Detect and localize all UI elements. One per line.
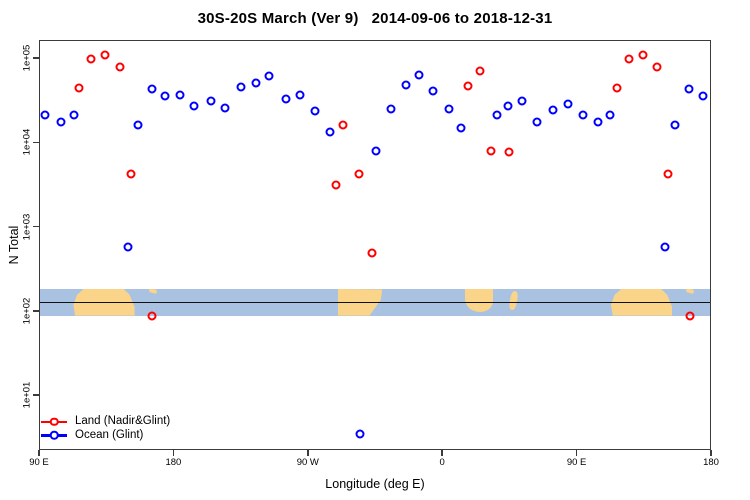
legend-entry-land: Land (Nadir&Glint) xyxy=(41,415,170,429)
x-tick-label: 180 xyxy=(703,457,719,468)
y-tick-label: 1e+03 xyxy=(21,213,33,240)
legend: Land (Nadir&Glint) Ocean (Glint) xyxy=(41,415,170,442)
land-open-circle-marker-icon xyxy=(41,417,67,427)
x-tick xyxy=(172,450,175,456)
chart-title: 30S-20S March (Ver 9) 2014-09-06 to 2018… xyxy=(197,10,553,27)
ocean-open-circle-marker-icon xyxy=(41,430,67,440)
x-tick-label: 90 E xyxy=(566,457,587,468)
x-tick xyxy=(441,450,443,456)
y-tick xyxy=(33,57,39,59)
x-tick xyxy=(710,450,712,456)
map-strip-latitude-line xyxy=(40,301,710,303)
y-tick xyxy=(33,225,39,228)
x-tick-label: 90 E xyxy=(29,457,49,468)
y-tick-label: 1e+02 xyxy=(21,297,33,325)
y-tick xyxy=(33,394,39,396)
legend-label-ocean: Ocean (Glint) xyxy=(75,428,144,441)
x-tick xyxy=(307,450,309,456)
y-tick xyxy=(33,310,39,312)
y-tick-label: 1e+05 xyxy=(21,44,33,72)
x-axis-title: Longitude (deg E) xyxy=(325,477,425,491)
x-tick xyxy=(38,450,40,456)
legend-label-land: Land (Nadir&Glint) xyxy=(75,415,171,428)
y-tick-label: 1e+01 xyxy=(21,381,33,409)
legend-entry-ocean: Ocean (Glint) xyxy=(41,429,170,443)
y-tick-label: 1e+04 xyxy=(21,128,33,156)
x-tick-label: 180 xyxy=(165,457,182,468)
y-tick xyxy=(33,141,39,144)
x-tick xyxy=(575,450,578,456)
x-tick-label: 0 xyxy=(439,457,445,468)
plot-area xyxy=(39,40,711,450)
x-tick-label: 90 W xyxy=(296,457,319,468)
land-patch-africa xyxy=(465,288,493,313)
